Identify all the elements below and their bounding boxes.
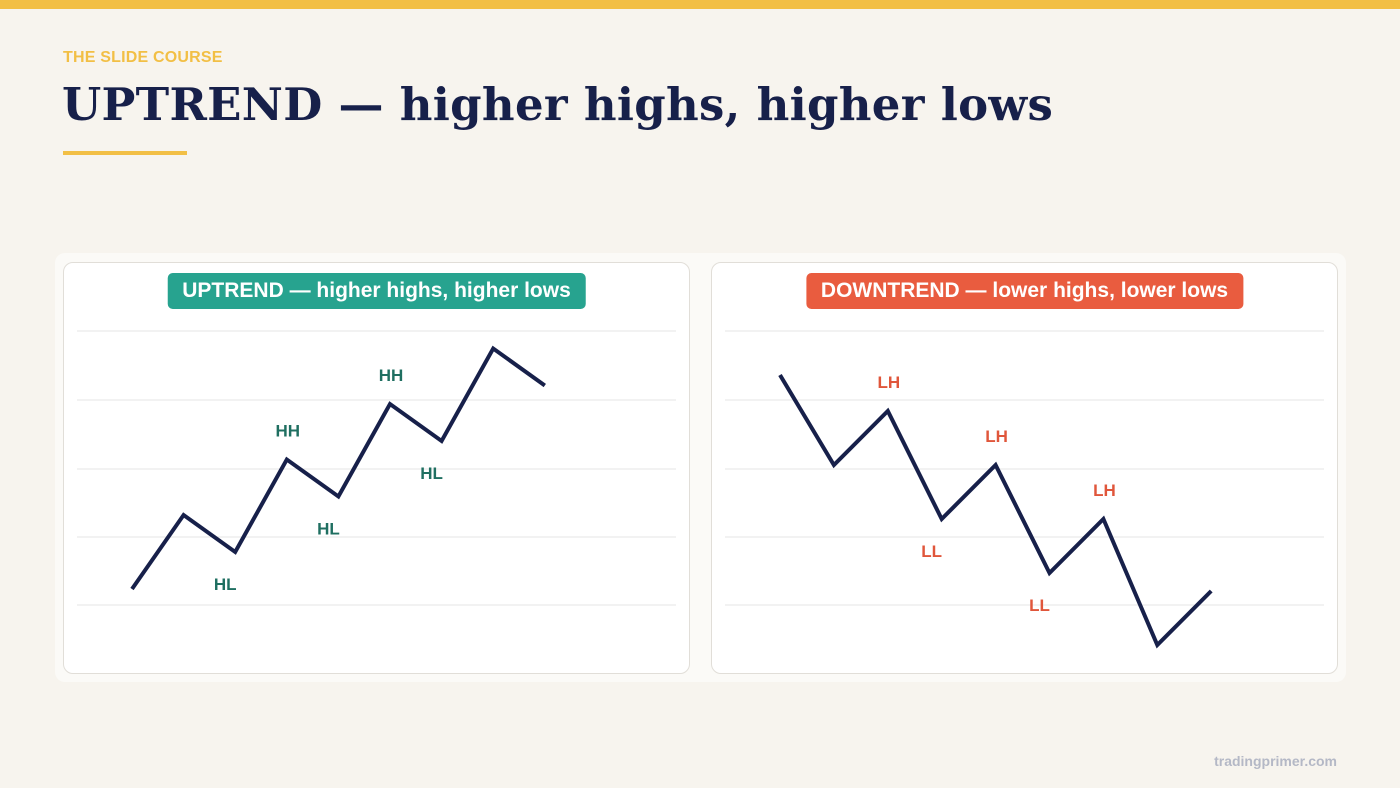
title-underline [63, 151, 187, 155]
diagram-panel: UPTREND — higher highs, higher lows HL HH… [55, 253, 1346, 682]
downtrend-badge: DOWNTREND — lower highs, lower lows [805, 273, 1244, 309]
pivot-label-hh: HH [379, 366, 404, 385]
pivot-label-lh: LH [1093, 481, 1116, 500]
uptrend-diagram: HL HH HL HH HL [77, 330, 676, 606]
pivot-label-lh: LH [985, 427, 1008, 446]
pivot-label-hl: HL [317, 520, 340, 539]
slide-title: UPTREND — higher highs, higher lows [62, 78, 1054, 131]
pivot-label-hl: HL [214, 575, 237, 594]
pivot-label-ll: LL [921, 542, 942, 561]
downtrend-price-line [778, 373, 1213, 649]
footer-brand: tradingprimer.com [1214, 753, 1337, 769]
course-eyebrow: THE SLIDE COURSE [63, 49, 223, 66]
pivot-label-lh: LH [877, 373, 900, 392]
uptrend-price-line [130, 345, 546, 591]
accent-top-bar [0, 0, 1400, 9]
downtrend-card: DOWNTREND — lower highs, lower lows LH LL… [711, 262, 1338, 674]
pivot-label-hh: HH [276, 422, 301, 441]
downtrend-diagram: LH LL LH LL LH [725, 330, 1324, 649]
uptrend-badge: UPTREND — higher highs, higher lows [167, 273, 586, 309]
pivot-label-hl: HL [420, 464, 443, 483]
pivot-label-ll: LL [1029, 596, 1050, 615]
uptrend-card: UPTREND — higher highs, higher lows HL HH… [63, 262, 690, 674]
